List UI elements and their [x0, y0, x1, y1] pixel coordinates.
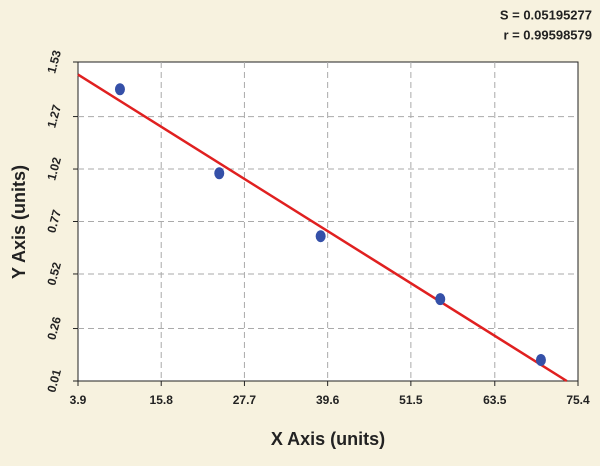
x-tick-label: 63.5: [483, 393, 507, 407]
x-tick-label: 51.5: [399, 393, 423, 407]
y-tick-label: 1.53: [44, 48, 64, 74]
fit-line: [77, 73, 568, 383]
stat-r: r = 0.99598579: [503, 27, 592, 42]
y-tick-label: 1.27: [44, 103, 64, 129]
y-tick-label: 1.02: [44, 155, 64, 181]
data-point: [315, 230, 326, 243]
data-point: [214, 167, 225, 180]
data-point: [435, 293, 446, 306]
stat-s: S = 0.05195277: [500, 7, 592, 22]
x-tick-label: 39.6: [316, 393, 340, 407]
x-axis-label: X Axis (units): [271, 429, 385, 449]
data-point: [535, 354, 546, 367]
y-tick-label: 0.01: [44, 367, 64, 393]
x-tick-label: 15.8: [150, 393, 174, 407]
x-tick-label: 75.4: [566, 393, 590, 407]
y-tick-label: 0.52: [44, 260, 64, 286]
data-point: [114, 83, 125, 96]
y-tick-label: 0.26: [44, 315, 64, 341]
y-tick-label: 0.77: [44, 208, 64, 234]
x-tick-label: 3.9: [70, 393, 87, 407]
x-tick-label: 27.7: [233, 393, 257, 407]
y-axis-label: Y Axis (units): [9, 165, 29, 279]
